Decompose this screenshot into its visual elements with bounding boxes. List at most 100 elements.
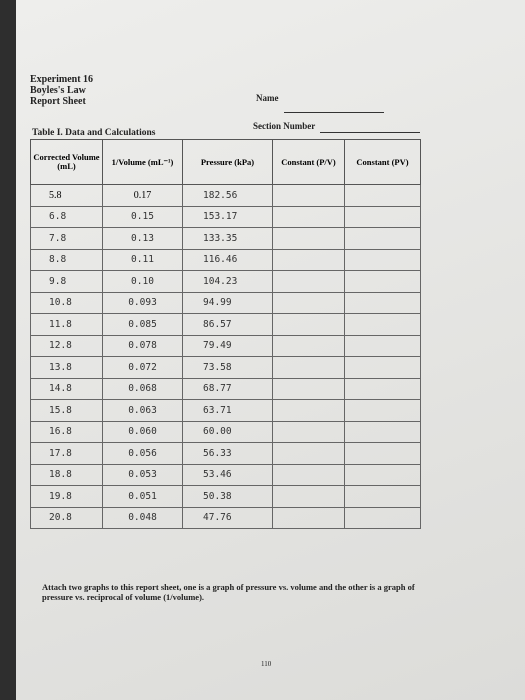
empty-cell [344, 227, 421, 250]
table-row: 6.8 0.15 153.17 [30, 205, 421, 228]
column-header: 1/Volume (mL⁻¹) [102, 139, 183, 185]
name-label: Name [256, 93, 279, 103]
empty-cell [344, 485, 421, 508]
table-cell: 53.46 [182, 463, 273, 486]
empty-cell [272, 442, 345, 465]
table-cell: 79.49 [182, 334, 273, 357]
table-row: 18.8 0.053 53.46 [30, 463, 421, 486]
data-table: Corrected Volume (mL) 1/Volume (mL⁻¹) Pres… [30, 139, 421, 529]
table-cell: 7.8 [30, 227, 103, 250]
table-cell: 13.8 [30, 356, 103, 379]
table-cell: 50.38 [182, 485, 273, 508]
empty-cell [344, 356, 421, 379]
table-cell: 0.048 [102, 506, 183, 529]
table-row: 14.8 0.068 68.77 [30, 377, 421, 400]
table-cell: 18.8 [30, 463, 103, 486]
table-cell: 10.8 [30, 291, 103, 314]
table-cell: 0.11 [102, 248, 183, 271]
empty-cell [272, 248, 345, 271]
table-cell: 60.00 [182, 420, 273, 443]
empty-cell [344, 184, 421, 207]
empty-cell [344, 506, 421, 529]
table-cell: 0.060 [102, 420, 183, 443]
table-cell: 0.078 [102, 334, 183, 357]
table-row: 8.8 0.11 116.46 [30, 248, 421, 271]
empty-cell [344, 377, 421, 400]
empty-cell [272, 334, 345, 357]
table-row: 19.8 0.051 50.38 [30, 485, 421, 508]
table-cell: 68.77 [182, 377, 273, 400]
table-row: 16.8 0.060 60.00 [30, 420, 421, 443]
table-cell: 0.072 [102, 356, 183, 379]
table-cell: 133.35 [182, 227, 273, 250]
table-cell: 11.8 [30, 313, 103, 336]
empty-cell [272, 313, 345, 336]
empty-cell [344, 205, 421, 228]
empty-cell [272, 399, 345, 422]
table-cell: 0.051 [102, 485, 183, 508]
table-cell: 6.8 [30, 205, 103, 228]
empty-cell [272, 291, 345, 314]
table-cell: 15.8 [30, 399, 103, 422]
empty-cell [344, 420, 421, 443]
column-header: Constant (PV) [344, 139, 421, 185]
empty-cell [272, 463, 345, 486]
table-cell: 0.17 [102, 184, 183, 207]
table-row: 11.8 0.085 86.57 [30, 313, 421, 336]
empty-cell [344, 248, 421, 271]
table-cell: 14.8 [30, 377, 103, 400]
table-cell: 47.76 [182, 506, 273, 529]
table-cell: 116.46 [182, 248, 273, 271]
table-cell: 0.056 [102, 442, 183, 465]
empty-cell [272, 485, 345, 508]
empty-cell [272, 356, 345, 379]
table-cell: 0.093 [102, 291, 183, 314]
table-row: 17.8 0.056 56.33 [30, 442, 421, 465]
empty-cell [344, 270, 421, 293]
table-cell: 12.8 [30, 334, 103, 357]
table-cell: 86.57 [182, 313, 273, 336]
table-cell: 0.13 [102, 227, 183, 250]
section-label: Section Number [253, 121, 316, 131]
table-row: 15.8 0.063 63.71 [30, 399, 421, 422]
report-page: Experiment 16 Boyles's Law Report Sheet … [16, 0, 525, 700]
table-caption: Table I. Data and Calculations [32, 128, 156, 138]
header-row: Corrected Volume (mL) 1/Volume (mL⁻¹) Pres… [30, 139, 421, 185]
empty-cell [344, 463, 421, 486]
experiment-title: Boyles's Law [30, 85, 86, 96]
table-cell: 17.8 [30, 442, 103, 465]
table-row: 5.8 0.17 182.56 [30, 184, 421, 207]
empty-cell [272, 205, 345, 228]
table-cell: 0.068 [102, 377, 183, 400]
experiment-number: Experiment 16 [30, 74, 94, 85]
table-row: 10.8 0.093 94.99 [30, 291, 421, 314]
empty-cell [344, 313, 421, 336]
empty-cell [344, 291, 421, 314]
table-cell: 0.10 [102, 270, 183, 293]
table-cell: 8.8 [30, 248, 103, 271]
report-subtitle: Report Sheet [30, 96, 86, 107]
table-cell: 0.15 [102, 205, 183, 228]
table-cell: 94.99 [182, 291, 273, 314]
empty-cell [272, 227, 345, 250]
table-cell: 16.8 [30, 420, 103, 443]
empty-cell [344, 334, 421, 357]
empty-cell [272, 270, 345, 293]
table-row: 20.8 0.048 47.76 [30, 506, 421, 529]
table-cell: 19.8 [30, 485, 103, 508]
section-line [320, 132, 420, 133]
table-cell: 73.58 [182, 356, 273, 379]
table-cell: 0.063 [102, 399, 183, 422]
empty-cell [272, 420, 345, 443]
table-cell: 63.71 [182, 399, 273, 422]
empty-cell [344, 399, 421, 422]
table-cell: 153.17 [182, 205, 273, 228]
table-cell: 104.23 [182, 270, 273, 293]
empty-cell [272, 377, 345, 400]
footer-note: Attach two graphs to this report sheet, … [42, 582, 415, 602]
name-line [284, 112, 384, 113]
table-row: 12.8 0.078 79.49 [30, 334, 421, 357]
table-cell: 20.8 [30, 506, 103, 529]
table-row: 13.8 0.072 73.58 [30, 356, 421, 379]
table-row: 9.8 0.10 104.23 [30, 270, 421, 293]
